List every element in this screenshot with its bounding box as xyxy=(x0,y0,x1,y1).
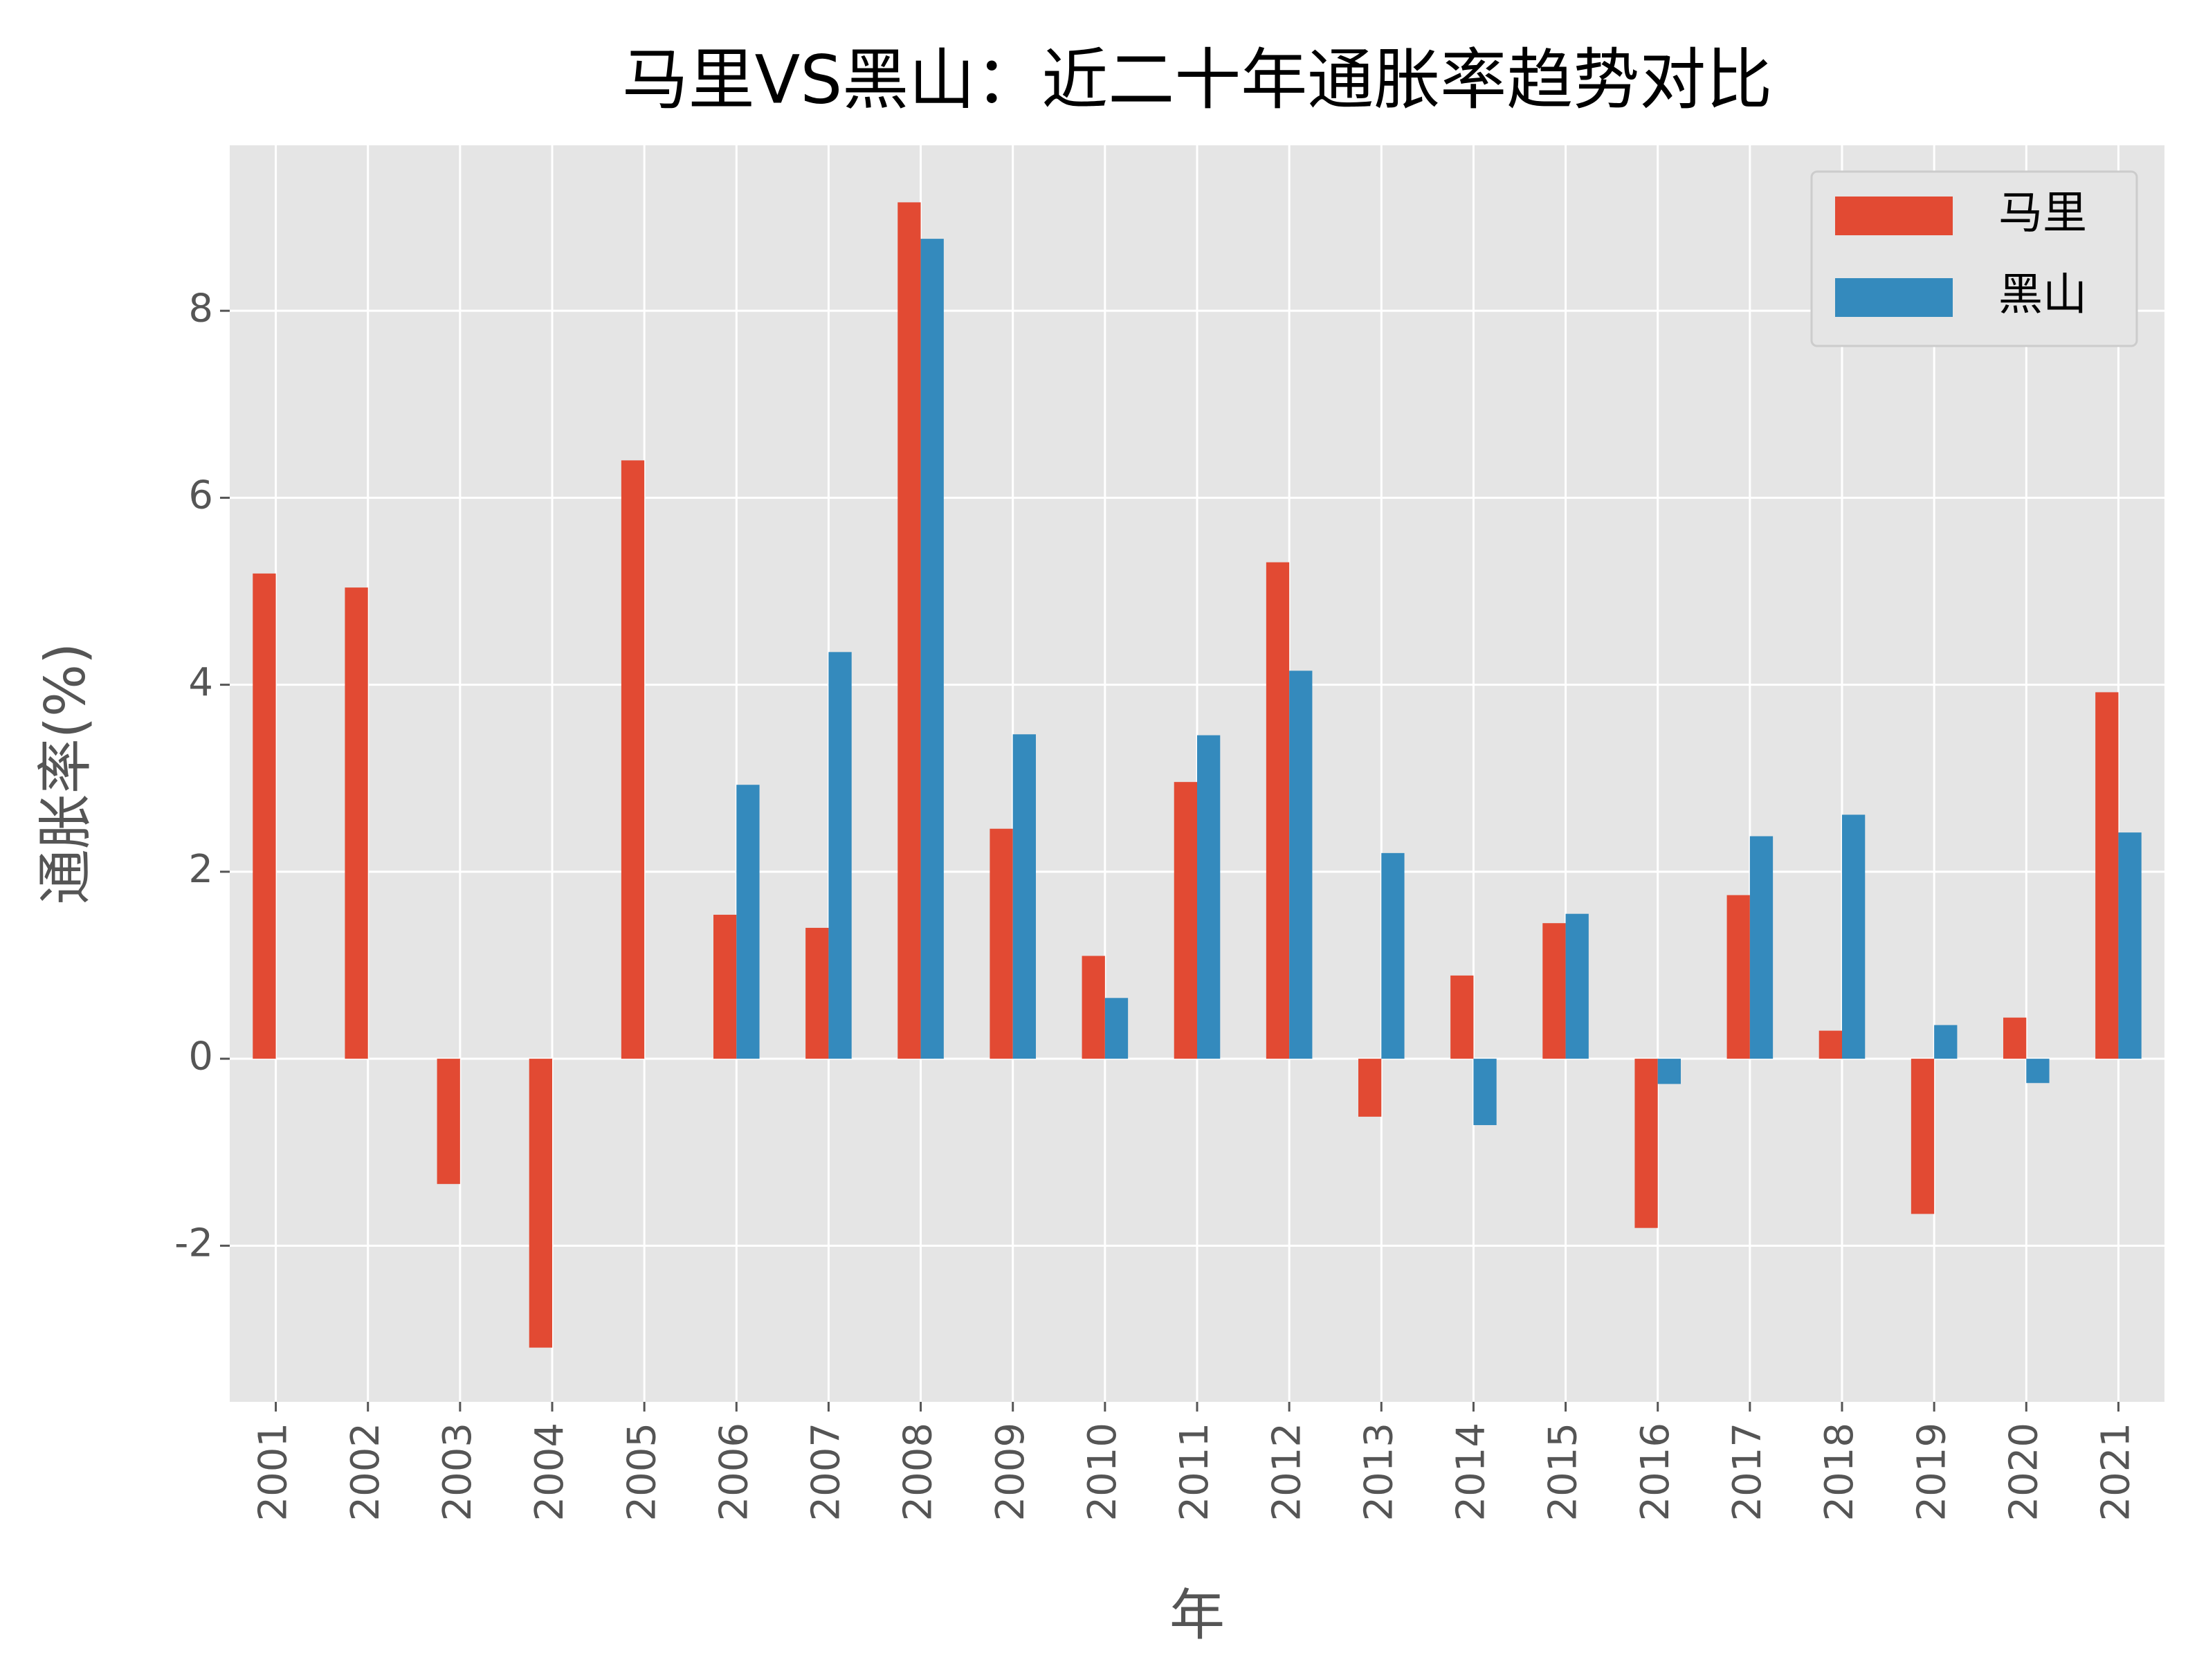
bar xyxy=(1289,670,1313,1059)
bar xyxy=(897,202,921,1059)
y-axis-label: 通胀率(%) xyxy=(33,643,98,904)
bar xyxy=(253,573,276,1059)
bar xyxy=(2026,1059,2050,1084)
x-tick-label: 2006 xyxy=(711,1423,756,1522)
bar xyxy=(437,1059,460,1185)
x-tick-label: 2001 xyxy=(251,1423,296,1522)
bar xyxy=(2118,832,2142,1059)
y-tick-label: 8 xyxy=(188,286,213,331)
bar xyxy=(1266,562,1290,1059)
x-tick-label: 2004 xyxy=(527,1423,572,1522)
x-tick-label: 2008 xyxy=(896,1423,941,1522)
bar xyxy=(1634,1059,1658,1228)
x-tick-label: 2012 xyxy=(1264,1423,1309,1522)
bar xyxy=(1818,1030,1842,1059)
bar xyxy=(1197,735,1221,1059)
y-tick-label: 2 xyxy=(188,847,213,892)
bar xyxy=(828,652,852,1059)
y-tick-label: -2 xyxy=(174,1221,213,1266)
y-tick-label: 0 xyxy=(188,1034,213,1079)
bar xyxy=(990,828,1013,1059)
x-tick-label: 2020 xyxy=(2001,1423,2046,1522)
x-tick-label: 2005 xyxy=(619,1423,664,1522)
bar xyxy=(1726,895,1750,1059)
legend-swatch xyxy=(1835,278,1953,317)
bar xyxy=(2095,692,2119,1059)
bar xyxy=(1934,1025,1958,1059)
x-tick-label: 2014 xyxy=(1449,1423,1494,1522)
x-tick-label: 2010 xyxy=(1080,1423,1125,1522)
legend-swatch xyxy=(1835,197,1953,235)
x-tick-label: 2017 xyxy=(1725,1423,1770,1522)
y-tick-label: 4 xyxy=(188,660,213,705)
bar xyxy=(1657,1059,1681,1084)
bar xyxy=(1542,923,1566,1059)
x-axis-label: 年 xyxy=(1169,1583,1225,1647)
bar xyxy=(736,785,760,1059)
x-tick-label: 2003 xyxy=(435,1423,480,1522)
bar xyxy=(345,587,368,1059)
bar xyxy=(1749,836,1774,1059)
bar xyxy=(805,927,829,1059)
bar xyxy=(1082,956,1105,1059)
chart-title: 马里VS黑山：近二十年通胀率趋势对比 xyxy=(622,41,1773,118)
x-tick-label: 2013 xyxy=(1356,1423,1401,1522)
x-tick-label: 2002 xyxy=(343,1423,388,1522)
x-tick-label: 2007 xyxy=(804,1423,849,1522)
bar xyxy=(621,460,645,1059)
bar xyxy=(1842,814,1866,1059)
bar xyxy=(1565,913,1589,1059)
bar xyxy=(1450,975,1474,1059)
y-tick-label: 6 xyxy=(188,473,213,518)
x-tick-label: 2021 xyxy=(2094,1423,2139,1522)
bar xyxy=(920,239,944,1059)
legend-label: 马里 xyxy=(1998,188,2087,239)
legend-label: 黑山 xyxy=(1998,270,2087,321)
bar xyxy=(1174,782,1197,1059)
bar xyxy=(529,1059,552,1348)
x-tick-label: 2011 xyxy=(1172,1423,1217,1522)
bar xyxy=(1381,852,1405,1059)
bar xyxy=(1473,1059,1497,1126)
x-tick-label: 2016 xyxy=(1633,1423,1678,1522)
bar xyxy=(1911,1059,1935,1214)
bar xyxy=(713,915,737,1059)
x-tick-label: 2009 xyxy=(988,1423,1033,1522)
bar xyxy=(1104,998,1129,1059)
x-tick-label: 2018 xyxy=(1817,1423,1862,1522)
x-tick-label: 2015 xyxy=(1541,1423,1586,1522)
bar xyxy=(1358,1059,1382,1117)
bar xyxy=(1012,734,1036,1059)
bar xyxy=(2003,1017,2027,1059)
x-tick-label: 2019 xyxy=(1909,1423,1954,1522)
